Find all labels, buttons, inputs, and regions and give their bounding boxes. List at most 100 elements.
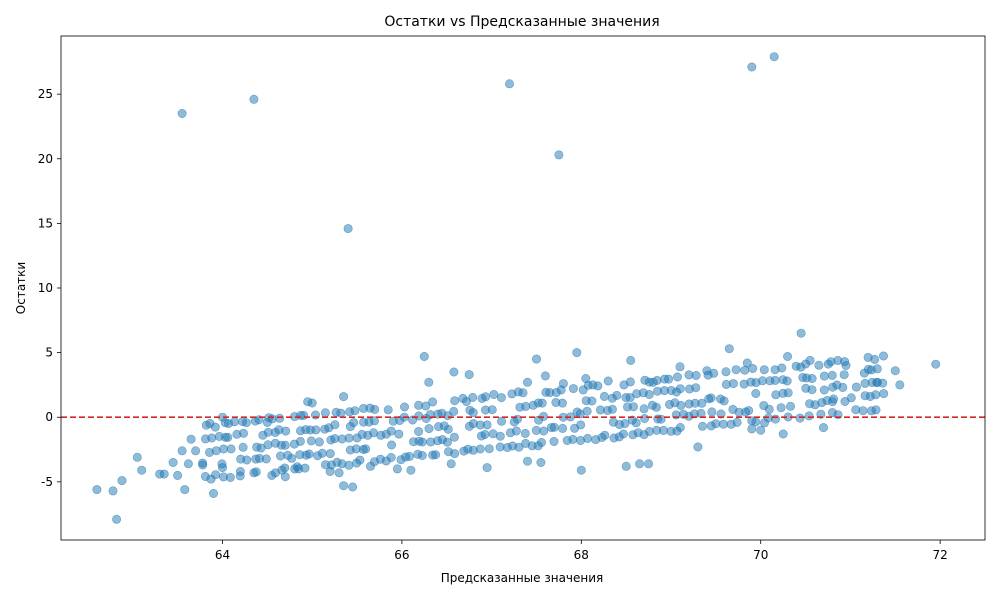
scatter-point [778,429,788,439]
scatter-point [132,452,142,462]
scatter-point [442,437,452,447]
scatter-point [568,434,578,444]
y-axis: -5 0 5 10 15 20 25 [38,87,61,489]
y-axis-title: Остатки [14,262,28,314]
scatter-point [263,440,273,450]
scatter-point [759,365,769,375]
scatter-point [706,421,716,431]
scatter-point [651,402,661,412]
scatter-point [392,464,402,474]
scatter-point [399,402,409,412]
scatter-point [242,455,252,465]
scatter-point [414,426,424,436]
scatter-point [300,463,310,473]
scatter-point [807,385,817,395]
scatter-point [718,419,728,429]
scatter-point [747,62,757,72]
scatter-point [631,418,641,428]
y-tick-label: 15 [38,216,53,230]
scatter-point [449,367,459,377]
scatter-point [721,367,731,377]
scatter-point [482,420,492,430]
scatter-point [531,425,541,435]
scatter-point [481,392,491,402]
scatter-point [576,420,586,430]
scatter-point [625,393,635,403]
scatter-point [693,442,703,452]
scatter-point [225,472,235,482]
scatter-point [620,419,630,429]
scatter-point [819,371,829,381]
scatter-point [394,429,404,439]
scatter-point [756,425,766,435]
scatter-point [707,407,717,417]
scatter-point [740,365,750,375]
scatter-point [672,372,682,382]
scatter-point [549,436,559,446]
scatter-point [235,471,245,481]
x-axis: 64 66 68 70 72 [215,540,948,562]
scatter-point [280,440,290,450]
scatter-point [314,437,324,447]
scatter-point [180,485,190,495]
scatter-point [871,390,881,400]
scatter-point [587,396,597,406]
y-tick-label: 25 [38,87,53,101]
x-tick-label: 68 [574,548,589,562]
scatter-point [504,79,514,89]
scatter-point [173,470,183,480]
scatter-point [744,406,754,416]
scatter-point [764,404,774,414]
scatter-point [344,460,354,470]
scatter-point [796,328,806,338]
scatter-point [417,437,427,447]
scatter-point [386,452,396,462]
x-tick-label: 72 [933,548,948,562]
scatter-point [239,428,249,438]
scatter-point [770,375,780,385]
scatter-point [226,444,236,454]
scatter-point [281,426,291,436]
scatter-point [795,413,805,423]
scatter-point [482,463,492,473]
y-tick-label: -5 [41,475,53,489]
scatter-point [419,351,429,361]
scatter-point [870,354,880,364]
scatter-point [828,394,838,404]
scatter-point [280,463,290,473]
scatter-point [484,444,494,454]
scatter-point [568,384,578,394]
scatter-point [839,370,849,380]
scatter-point [644,377,654,387]
scatter-point [675,362,685,372]
scatter-point [251,467,261,477]
scatter-point [450,396,460,406]
scatter-point [424,377,434,387]
scatter-point [108,486,118,496]
x-tick-label: 64 [215,548,230,562]
scatter-point [644,459,654,469]
scatter-point [540,371,550,381]
scatter-point [872,364,882,374]
scatter-point [640,413,650,423]
scatter-point [536,457,546,467]
scatter-point [878,351,888,361]
scatter-point [261,454,271,464]
scatter-point [497,416,507,426]
scatter-point [858,406,868,416]
scatter-point [198,458,208,468]
scatter-point [724,344,734,354]
scatter-point [582,406,592,416]
scatter-point [387,440,397,450]
scatter-point [348,482,358,492]
scatter-point [350,406,360,416]
scatter-point [370,404,380,414]
scatter-point [635,459,645,469]
scatter-point [449,432,459,442]
scatter-point [716,409,726,419]
scatter-point [931,359,941,369]
scatter-point [709,368,719,378]
scatter-point [676,400,686,410]
scatter-point [556,385,566,395]
scatter-point [656,414,666,424]
